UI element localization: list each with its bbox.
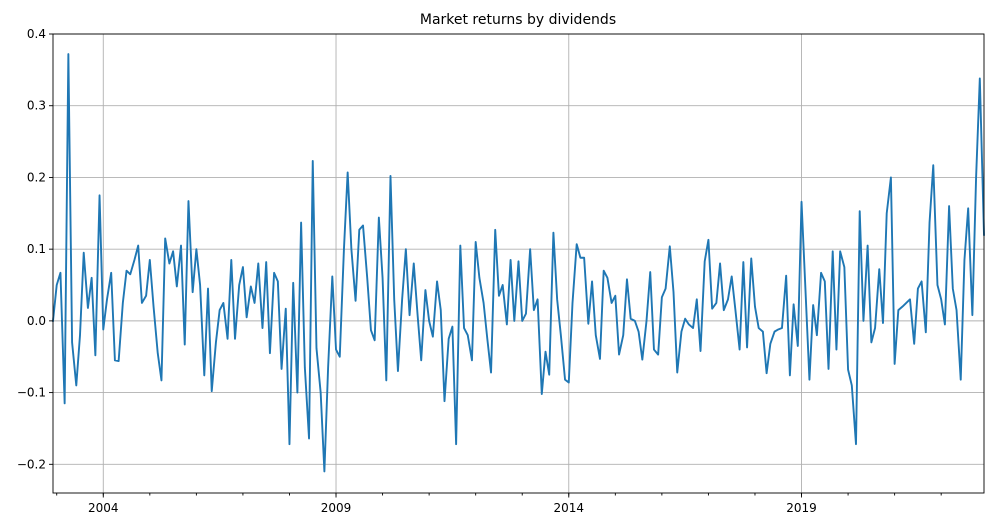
y-tick-label: 0.1 bbox=[27, 242, 46, 256]
y-tick-label: 0.0 bbox=[27, 314, 46, 328]
y-tick-label: −0.1 bbox=[17, 386, 46, 400]
x-tick-label: 2009 bbox=[321, 501, 352, 515]
series-line bbox=[51, 53, 985, 473]
axes bbox=[52, 33, 985, 494]
x-tick-label: 2014 bbox=[554, 501, 585, 515]
x-tick-label: 2019 bbox=[786, 501, 817, 515]
grid bbox=[53, 33, 984, 493]
x-tick-label: 2004 bbox=[88, 501, 119, 515]
chart-title: Market returns by dividends bbox=[420, 12, 616, 28]
y-tick-label: 0.3 bbox=[27, 99, 46, 113]
y-tick-label: −0.2 bbox=[17, 457, 46, 471]
ticks: 0.4 0.3 0.2 0.1 0.0 −0.1 −0.2 2004 2009 2014 2019 bbox=[17, 27, 942, 515]
plot-frame bbox=[52, 33, 985, 494]
series-layer bbox=[51, 53, 985, 473]
y-tick-label: 0.4 bbox=[27, 27, 46, 41]
y-tick-label: 0.2 bbox=[27, 170, 46, 184]
